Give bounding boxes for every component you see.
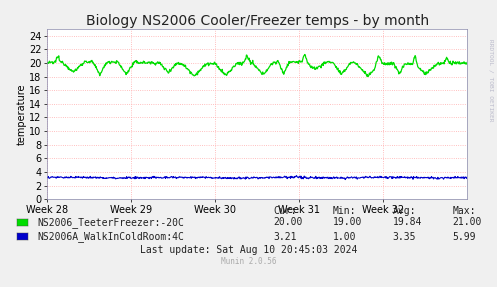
- Text: NS2006_TeeterFreezer:-20C: NS2006_TeeterFreezer:-20C: [37, 217, 184, 228]
- Text: 3.35: 3.35: [393, 232, 416, 242]
- Text: Last update: Sat Aug 10 20:45:03 2024: Last update: Sat Aug 10 20:45:03 2024: [140, 245, 357, 255]
- Text: RRDTOOL / TOBI OETIKER: RRDTOOL / TOBI OETIKER: [488, 39, 493, 122]
- Text: 3.21: 3.21: [273, 232, 297, 242]
- Text: Cur:: Cur:: [273, 206, 297, 216]
- Text: 19.00: 19.00: [333, 218, 362, 227]
- Text: 1.00: 1.00: [333, 232, 356, 242]
- Text: 21.00: 21.00: [452, 218, 482, 227]
- Text: Min:: Min:: [333, 206, 356, 216]
- Text: Munin 2.0.56: Munin 2.0.56: [221, 257, 276, 266]
- Text: Max:: Max:: [452, 206, 476, 216]
- Title: Biology NS2006 Cooler/Freezer temps - by month: Biology NS2006 Cooler/Freezer temps - by…: [85, 13, 429, 28]
- Text: Avg:: Avg:: [393, 206, 416, 216]
- Text: 20.00: 20.00: [273, 218, 303, 227]
- Text: 5.99: 5.99: [452, 232, 476, 242]
- Text: 19.84: 19.84: [393, 218, 422, 227]
- Text: NS2006A_WalkInColdRoom:4C: NS2006A_WalkInColdRoom:4C: [37, 231, 184, 242]
- Y-axis label: temperature: temperature: [16, 83, 26, 145]
